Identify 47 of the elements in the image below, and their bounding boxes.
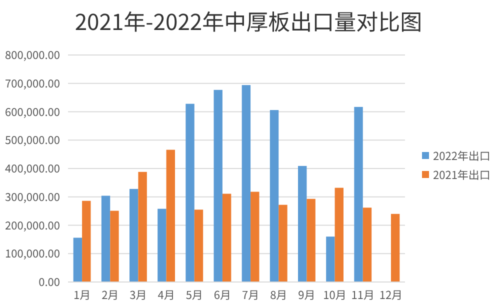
- bar: [73, 238, 82, 282]
- x-tick-label: 11月: [351, 287, 374, 303]
- bar: [390, 214, 400, 282]
- bar: [82, 200, 91, 282]
- x-tick-label: 1月: [73, 287, 91, 303]
- x-tick-label: 8月: [270, 287, 288, 303]
- bar: [130, 188, 138, 282]
- x-tick-label: 7月: [242, 287, 260, 303]
- x-tick-label: 2月: [102, 287, 119, 303]
- bar: [298, 166, 307, 282]
- bar: [222, 194, 232, 282]
- legend-label: 2021年出口: [433, 167, 490, 183]
- bar: [362, 208, 372, 282]
- x-tick-label: 10月: [323, 287, 346, 303]
- bar: [326, 236, 335, 282]
- y-tick-label: 200,000.00: [5, 217, 60, 234]
- bar: [242, 85, 251, 282]
- x-tick-label: 4月: [158, 287, 175, 303]
- x-tick-label: 9月: [298, 287, 316, 303]
- y-tick-label: 300,000.00: [5, 188, 60, 205]
- bar: [250, 192, 260, 282]
- bar: [158, 208, 166, 282]
- y-tick-label: 700,000.00: [5, 75, 60, 92]
- y-tick-label: 100,000.00: [5, 246, 60, 262]
- bar: [186, 104, 194, 282]
- x-tick-label: 3月: [130, 287, 147, 303]
- bar: [110, 210, 119, 282]
- y-tick-label: 600,000.00: [5, 104, 60, 120]
- bar: [306, 198, 316, 282]
- bar: [270, 110, 279, 282]
- bar: [214, 90, 222, 282]
- bar: [278, 204, 288, 282]
- bar: [334, 188, 344, 282]
- bar: [138, 172, 147, 282]
- x-tick-label: 5月: [186, 287, 203, 303]
- bar: [194, 210, 204, 282]
- bar: [166, 150, 175, 282]
- bar: [354, 106, 363, 282]
- legend-label: 2022年出口: [433, 148, 490, 164]
- y-tick-label: 800,000.00: [5, 47, 60, 63]
- chart-title: 2021年-2022年中厚板出口量对比图: [74, 5, 422, 37]
- x-tick-label: 6月: [214, 287, 232, 303]
- y-tick-label: 500,000.00: [5, 132, 60, 148]
- y-tick-label: 400,000.00: [5, 160, 60, 176]
- y-tick-label: 0.00: [38, 274, 60, 290]
- x-tick-label: 12月: [379, 287, 403, 303]
- bar: [101, 196, 110, 282]
